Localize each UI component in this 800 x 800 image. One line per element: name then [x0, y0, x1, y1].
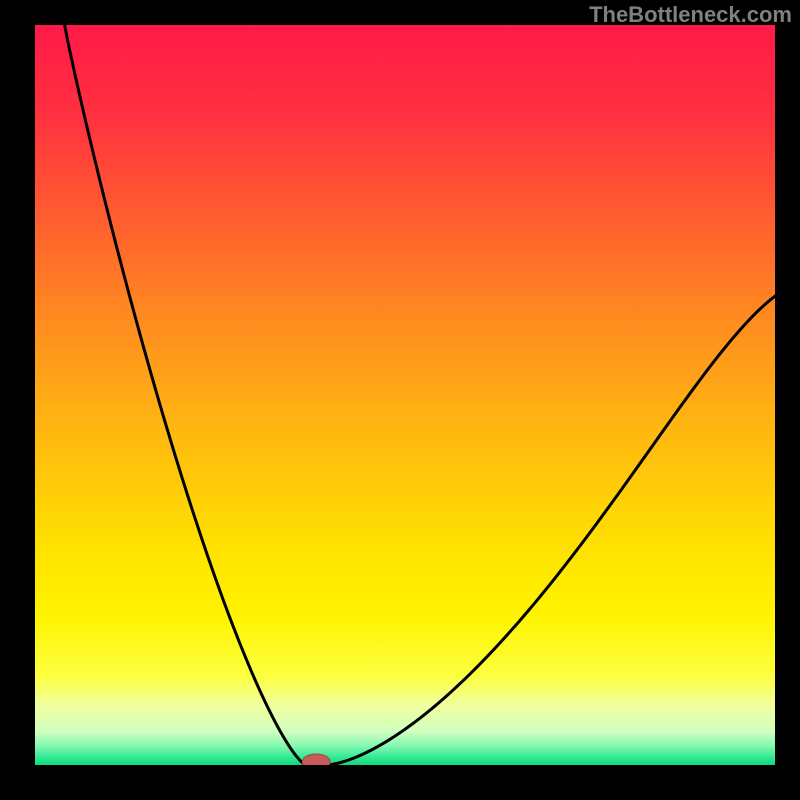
plot-svg [35, 25, 775, 765]
chart-container: TheBottleneck.com [0, 0, 800, 800]
plot-area [35, 25, 775, 765]
gradient-background [35, 25, 775, 765]
